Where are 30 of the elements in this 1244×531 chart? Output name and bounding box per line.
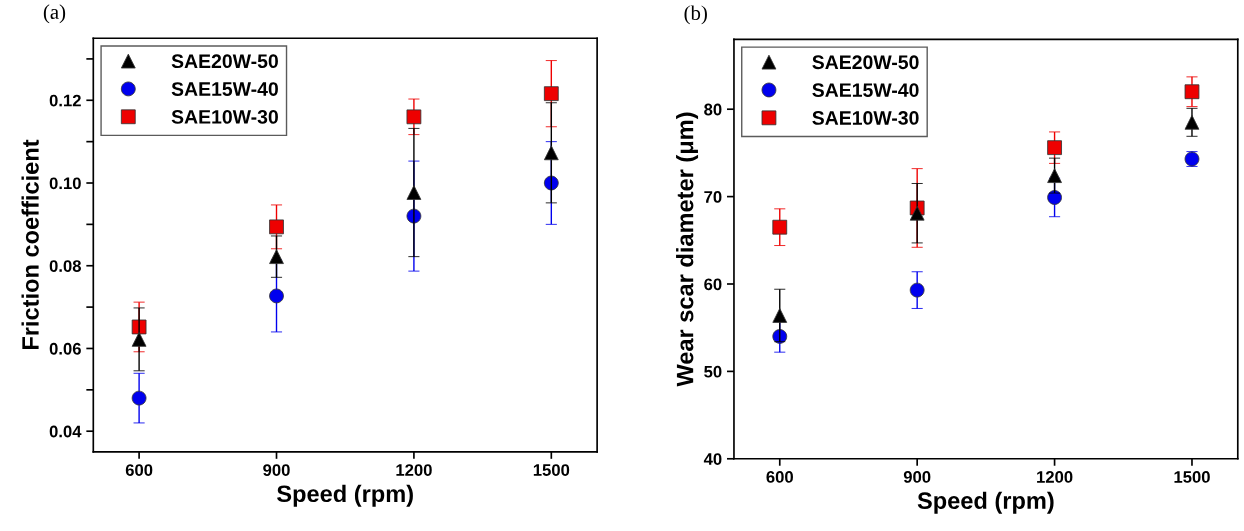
y-axis-title: Wear scar diameter (μm) (676, 112, 699, 387)
x-tick-label: 900 (903, 471, 931, 483)
x-tick-label: 600 (125, 464, 153, 476)
y-tick-label: 0.12 (49, 94, 81, 107)
x-tick-label: 1500 (533, 464, 570, 476)
x-tick-label: 900 (263, 464, 290, 476)
legend-label: SAE15W-40 (812, 83, 919, 97)
legend-label: SAE15W-40 (171, 82, 278, 96)
x-tick-label: 1200 (396, 464, 432, 476)
chart-title: (a) (43, 4, 66, 24)
y-tick-label: 0.10 (49, 177, 81, 190)
y-tick-label: 0.04 (49, 425, 82, 438)
y-tick-label: 50 (704, 365, 722, 378)
y-tick-label: 60 (704, 278, 722, 291)
chart-title: (b) (684, 5, 707, 25)
y-tick-label: 0.08 (49, 260, 81, 272)
legend-label: SAE10W-30 (171, 110, 278, 124)
x-tick-label: 1500 (1174, 471, 1210, 483)
y-axis-title: Friction coefficient (21, 139, 39, 350)
y-tick-label: 0.06 (49, 342, 81, 355)
x-tick-label: 1200 (1037, 471, 1073, 483)
legend-label: SAE20W-50 (171, 54, 278, 69)
y-tick-label: 80 (704, 103, 722, 116)
y-tick-label: 70 (704, 191, 722, 203)
y-tick-label: 40 (703, 453, 722, 465)
x-tick-label: 600 (766, 471, 793, 483)
legend-label: SAE20W-50 (812, 55, 919, 70)
legend-label: SAE10W-30 (812, 111, 919, 125)
x-axis-title: Speed (rpm) (917, 491, 1054, 514)
x-axis-title: Speed (rpm) (277, 484, 413, 507)
